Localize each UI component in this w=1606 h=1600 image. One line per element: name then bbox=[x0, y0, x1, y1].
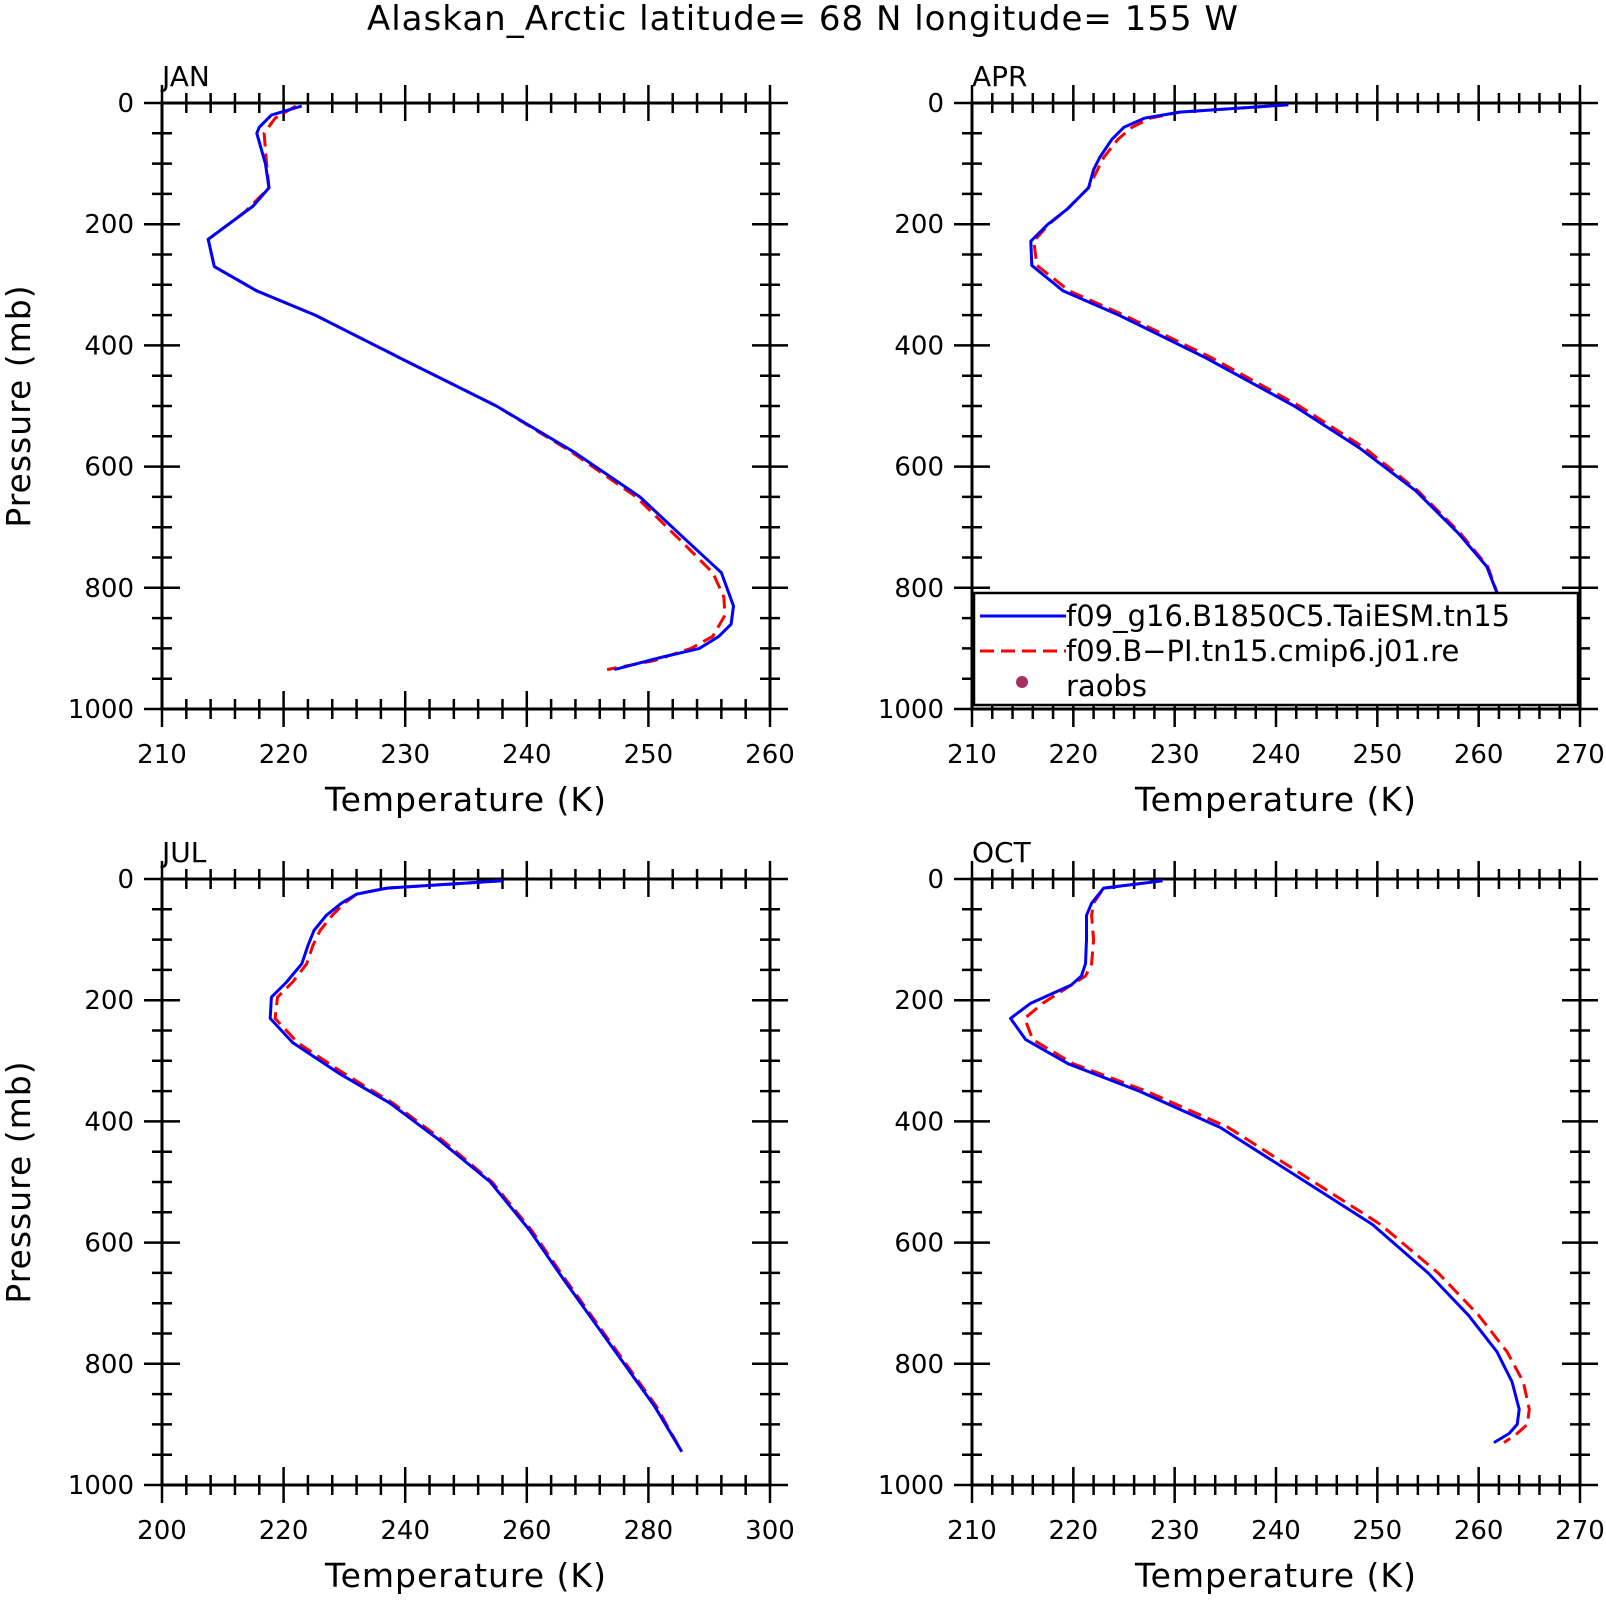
x-tick-label: 240 bbox=[502, 740, 552, 770]
x-axis: 210 220 230 240 250 260 270 bbox=[947, 861, 1605, 1546]
y-tick-label: 0 bbox=[117, 865, 134, 895]
legend-label: f09_g16.B1850C5.TaiESM.tn15 bbox=[1066, 599, 1510, 633]
series-line-taiesm bbox=[1029, 103, 1507, 677]
x-axis-label: Temperature (K) bbox=[324, 780, 607, 819]
x-tick-label: 250 bbox=[1353, 740, 1403, 770]
x-tick-label: 260 bbox=[1454, 740, 1504, 770]
x-tick-label: 220 bbox=[1049, 740, 1099, 770]
y-axis: 0 200 400 600 800 1000 bbox=[68, 865, 788, 1501]
panel-label: JAN bbox=[160, 60, 210, 93]
x-tick-label: 200 bbox=[137, 1516, 187, 1546]
y-tick-label: 1000 bbox=[68, 1471, 134, 1501]
series-line-cmip6-pi bbox=[1023, 879, 1531, 1444]
y-tick-label: 200 bbox=[894, 210, 944, 240]
panel-label: JUL bbox=[160, 836, 207, 869]
x-axis-label: Temperature (K) bbox=[324, 1556, 607, 1595]
x-tick-label: 220 bbox=[259, 1516, 309, 1546]
x-tick-label: 240 bbox=[380, 1516, 430, 1546]
y-tick-label: 400 bbox=[84, 331, 134, 361]
legend: f09_g16.B1850C5.TaiESM.tn15f09.B−PI.tn15… bbox=[972, 591, 1580, 707]
series-line-cmip6-pi bbox=[206, 104, 727, 672]
y-axis-label: Pressure (mb) bbox=[0, 1060, 38, 1303]
panel-label: OCT bbox=[972, 836, 1032, 869]
x-axis: 210 220 230 240 250 260 bbox=[137, 85, 795, 770]
y-tick-label: 0 bbox=[927, 865, 944, 895]
figure-title: Alaskan_Arctic latitude= 68 N longitude=… bbox=[367, 0, 1239, 39]
y-tick-label: 1000 bbox=[68, 695, 134, 725]
y-tick-label: 600 bbox=[894, 453, 944, 483]
y-tick-label: 600 bbox=[894, 1229, 944, 1259]
plot-frame bbox=[160, 877, 772, 1487]
x-tick-label: 230 bbox=[1150, 1516, 1200, 1546]
x-tick-label: 220 bbox=[1049, 1516, 1099, 1546]
series-line-taiesm bbox=[1009, 879, 1521, 1444]
y-axis: 0 200 400 600 800 1000 bbox=[878, 865, 1598, 1501]
y-axis: 0 200 400 600 800 1000 bbox=[68, 89, 788, 725]
x-tick-label: 260 bbox=[745, 740, 795, 770]
x-tick-label: 210 bbox=[947, 740, 997, 770]
y-tick-label: 1000 bbox=[878, 1471, 944, 1501]
legend-label: f09.B−PI.tn15.cmip6.j01.re bbox=[1066, 634, 1459, 668]
plot-frame bbox=[160, 101, 772, 711]
series-line-cmip6-pi bbox=[273, 879, 684, 1453]
y-axis: 0 200 400 600 800 1000 bbox=[878, 89, 1598, 725]
x-axis: 200 220 240 260 280 300 bbox=[137, 861, 795, 1546]
x-tick-label: 270 bbox=[1555, 740, 1605, 770]
y-tick-label: 600 bbox=[84, 1229, 134, 1259]
x-tick-label: 240 bbox=[1251, 1516, 1301, 1546]
x-axis-label: Temperature (K) bbox=[1134, 1556, 1417, 1595]
y-tick-label: 1000 bbox=[878, 695, 944, 725]
y-tick-label: 600 bbox=[84, 453, 134, 483]
x-tick-label: 260 bbox=[1454, 1516, 1504, 1546]
y-tick-label: 800 bbox=[894, 1350, 944, 1380]
y-tick-label: 400 bbox=[894, 1107, 944, 1137]
y-tick-label: 0 bbox=[927, 89, 944, 119]
x-tick-label: 250 bbox=[1353, 1516, 1403, 1546]
panel-label: APR bbox=[972, 60, 1028, 93]
legend-label: raobs bbox=[1066, 669, 1147, 703]
x-tick-label: 210 bbox=[947, 1516, 997, 1546]
x-axis: 210 220 230 240 250 260 270 bbox=[947, 85, 1605, 770]
x-tick-label: 230 bbox=[380, 740, 430, 770]
series-line-taiesm bbox=[268, 879, 684, 1453]
x-axis-label: Temperature (K) bbox=[1134, 780, 1417, 819]
y-tick-label: 200 bbox=[894, 986, 944, 1016]
x-tick-label: 250 bbox=[624, 740, 674, 770]
x-tick-label: 230 bbox=[1150, 740, 1200, 770]
plot-frame bbox=[970, 877, 1582, 1487]
legend-marker-raobs bbox=[1016, 676, 1028, 688]
y-tick-label: 400 bbox=[894, 331, 944, 361]
y-tick-label: 800 bbox=[84, 574, 134, 604]
series-line-taiesm bbox=[206, 104, 735, 672]
x-tick-label: 270 bbox=[1555, 1516, 1605, 1546]
x-tick-label: 300 bbox=[745, 1516, 795, 1546]
y-axis-label: Pressure (mb) bbox=[0, 284, 38, 527]
y-tick-label: 800 bbox=[894, 574, 944, 604]
x-tick-label: 220 bbox=[259, 740, 309, 770]
x-tick-label: 280 bbox=[624, 1516, 674, 1546]
x-tick-label: 210 bbox=[137, 740, 187, 770]
legend-box bbox=[972, 591, 1580, 707]
y-tick-label: 400 bbox=[84, 1107, 134, 1137]
y-tick-label: 200 bbox=[84, 210, 134, 240]
x-tick-label: 240 bbox=[1251, 740, 1301, 770]
series-line-cmip6-pi bbox=[1032, 103, 1508, 677]
x-tick-label: 260 bbox=[502, 1516, 552, 1546]
y-tick-label: 0 bbox=[117, 89, 134, 119]
y-tick-label: 200 bbox=[84, 986, 134, 1016]
y-tick-label: 800 bbox=[84, 1350, 134, 1380]
